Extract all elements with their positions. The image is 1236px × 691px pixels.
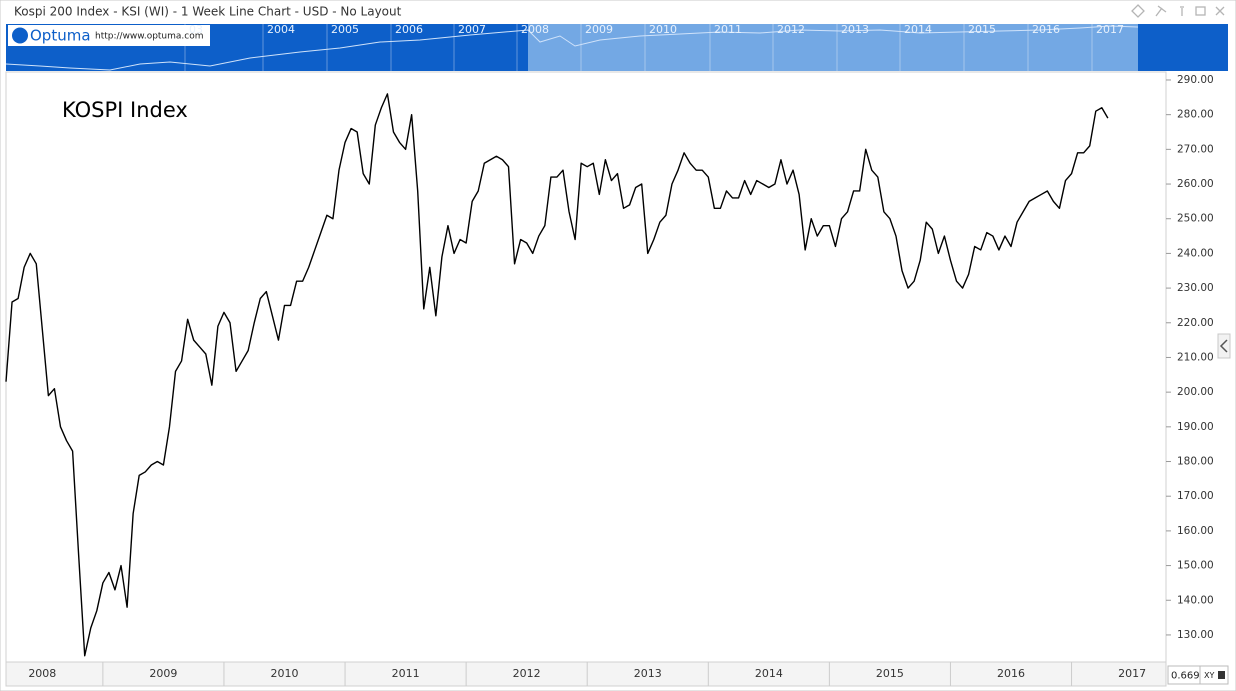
pin-button[interactable]: [1155, 5, 1167, 17]
y-tick-label: 130.00: [1177, 629, 1214, 641]
y-tick-label: 220.00: [1177, 317, 1214, 329]
navigator-year: 2004: [267, 23, 295, 36]
y-tick-label: 190.00: [1177, 421, 1214, 433]
logo-name: Optuma: [30, 27, 91, 45]
navigator-sparkline: [5, 25, 1139, 71]
y-tick-label: 260.00: [1177, 178, 1214, 190]
navigator-year: 2009: [585, 23, 613, 36]
x-tick-label: 2017: [1118, 667, 1146, 680]
window-controls: [1131, 4, 1225, 18]
x-tick-label: 2012: [513, 667, 541, 680]
diamond-button[interactable]: [1131, 4, 1145, 18]
x-tick-label: 2015: [876, 667, 904, 680]
logo-icon: [12, 27, 28, 44]
side-panel-tab[interactable]: [1217, 333, 1231, 359]
navigator-year: 2014: [904, 23, 932, 36]
side-panel-arrow: [1219, 339, 1228, 353]
y-tick-label: 200.00: [1177, 386, 1214, 398]
y-tick-label: 180.00: [1177, 456, 1214, 468]
chart-title: KOSPI Index: [62, 98, 188, 122]
close-button[interactable]: [1215, 6, 1225, 16]
navigator-year: 2011: [714, 23, 742, 36]
y-tick-label: 250.00: [1177, 213, 1214, 225]
navigator-year: 2016: [1032, 23, 1060, 36]
x-tick-label: 2011: [392, 667, 420, 680]
navigator-year: 2017: [1096, 23, 1124, 36]
info-button[interactable]: [1180, 6, 1184, 16]
window-title: Kospi 200 Index - KSI (WI) - 1 Week Line…: [14, 5, 402, 19]
navigator-year: 2007: [458, 23, 486, 36]
y-tick-label: 160.00: [1177, 525, 1214, 537]
navigator-year: 2012: [777, 23, 805, 36]
mode-lock: [1218, 671, 1225, 679]
logo-box: [8, 25, 210, 46]
navigator-year: 03: [189, 23, 203, 36]
y-tick-label: 290.00: [1177, 74, 1214, 86]
y-tick-label: 270.00: [1177, 143, 1214, 155]
navigator-year: 2008: [521, 23, 549, 36]
x-tick-label: 2014: [755, 667, 783, 680]
mode-box[interactable]: [1199, 665, 1229, 685]
y-tick-label: 280.00: [1177, 109, 1214, 121]
logo-url[interactable]: http://www.optuma.com: [95, 32, 204, 42]
y-tick-label: 210.00: [1177, 351, 1214, 363]
navigator-year: 2015: [968, 23, 996, 36]
navigator-year: 2005: [331, 23, 359, 36]
x-tick-label: 2008: [28, 667, 56, 680]
x-tick-label: 2010: [270, 667, 298, 680]
y-tick-label: 150.00: [1177, 560, 1214, 572]
x-tick-label: 2009: [149, 667, 177, 680]
y-tick-label: 230.00: [1177, 282, 1214, 294]
y-tick-label: 140.00: [1177, 594, 1214, 606]
zoom-value: 0.669: [1171, 671, 1200, 682]
mode-label: XY: [1204, 671, 1214, 680]
plot-area: [5, 71, 1167, 663]
x-tick-label: 2016: [997, 667, 1025, 680]
y-tick-label: 170.00: [1177, 490, 1214, 502]
navigator-year: 2013: [841, 23, 869, 36]
x-tick-label: 2013: [634, 667, 662, 680]
navigator-year: 2006: [395, 23, 423, 36]
restore-button[interactable]: [1195, 6, 1206, 16]
y-tick-label: 240.00: [1177, 247, 1214, 259]
navigator-year: 2010: [649, 23, 677, 36]
x-axis-band: [5, 661, 1167, 687]
navigator-window[interactable]: [528, 24, 1138, 71]
price-line: [5, 93, 1109, 657]
